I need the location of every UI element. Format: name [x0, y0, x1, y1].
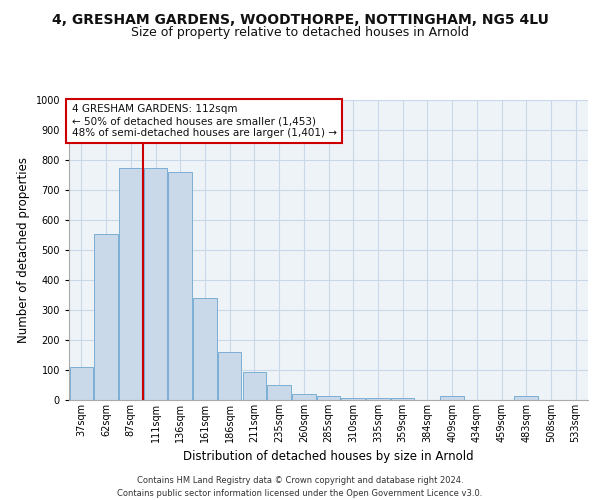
Text: 4 GRESHAM GARDENS: 112sqm
← 50% of detached houses are smaller (1,453)
48% of se: 4 GRESHAM GARDENS: 112sqm ← 50% of detac… — [71, 104, 337, 138]
Bar — [94, 234, 118, 400]
Bar — [341, 398, 365, 400]
Bar — [440, 396, 464, 400]
Bar — [144, 168, 167, 400]
X-axis label: Distribution of detached houses by size in Arnold: Distribution of detached houses by size … — [183, 450, 474, 464]
Bar — [514, 396, 538, 400]
Bar — [70, 367, 93, 400]
Y-axis label: Number of detached properties: Number of detached properties — [17, 157, 30, 343]
Bar — [317, 396, 340, 400]
Text: 4, GRESHAM GARDENS, WOODTHORPE, NOTTINGHAM, NG5 4LU: 4, GRESHAM GARDENS, WOODTHORPE, NOTTINGH… — [52, 12, 548, 26]
Bar — [119, 168, 143, 400]
Bar — [218, 352, 241, 400]
Bar — [366, 398, 389, 400]
Text: Contains HM Land Registry data © Crown copyright and database right 2024.
Contai: Contains HM Land Registry data © Crown c… — [118, 476, 482, 498]
Bar — [268, 385, 291, 400]
Bar — [292, 394, 316, 400]
Bar — [193, 298, 217, 400]
Bar — [242, 372, 266, 400]
Text: Size of property relative to detached houses in Arnold: Size of property relative to detached ho… — [131, 26, 469, 39]
Bar — [169, 172, 192, 400]
Bar — [391, 398, 415, 400]
